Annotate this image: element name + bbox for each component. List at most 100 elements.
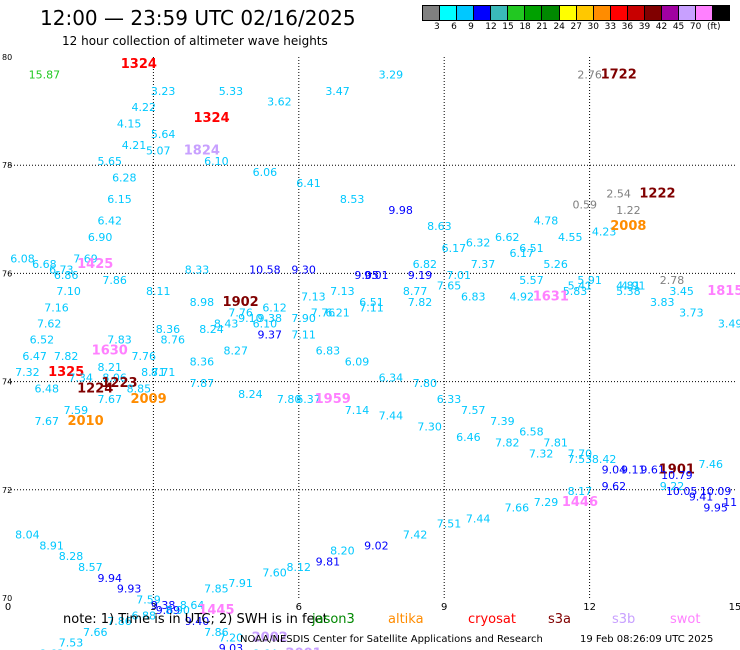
wave-height-label: 9.98 (388, 204, 413, 217)
wave-height-label: 6.58 (519, 426, 544, 439)
wave-height-label: 9.03 (219, 642, 244, 650)
wave-height-label: 7.66 (83, 626, 108, 639)
wave-height-label: 8.12 (287, 561, 312, 574)
wave-height-label: 6.90 (88, 231, 113, 244)
wave-height-label: 8.76 (161, 334, 186, 347)
pass-time-label: 1901 (659, 463, 695, 478)
wave-height-label: 7.69 (73, 253, 98, 266)
chart-title: 12:00 — 23:59 UTC 02/16/2025 (40, 6, 356, 30)
wave-height-label: 8.06 (102, 372, 127, 385)
pass-time-label: 1325 (48, 365, 84, 380)
wave-height-label: 6.41 (296, 177, 321, 190)
wave-height-label: 7.76 (311, 307, 336, 320)
legend-label: 12 (485, 22, 497, 32)
wave-height-label: 4.81 (616, 280, 641, 293)
wave-height-label: 7.87 (190, 377, 215, 390)
note-text: note: 1) Time is in UTC; 2) SWH is in fe… (63, 612, 328, 627)
legend-label: 45 (672, 22, 685, 32)
wave-height-label: 7.53 (59, 637, 84, 650)
wave-height-label: 9.81 (316, 556, 341, 569)
pass-time-label: 1902 (223, 295, 259, 310)
pass-time-label: 2008 (610, 219, 646, 234)
wave-height-label: 5.65 (98, 155, 123, 168)
legend-label: 33 (604, 22, 617, 32)
wave-height-label: 9.38 (257, 312, 282, 325)
wave-height-label: 7.39 (490, 415, 515, 428)
wave-height-label: 9.10 (238, 312, 263, 325)
wave-height-label: 6.34 (379, 372, 404, 385)
wave-height-label: 9.41 (689, 491, 714, 504)
chart-subtitle: 12 hour collection of altimeter wave hei… (62, 34, 328, 48)
satellite-jason3: jason3 (312, 612, 355, 627)
wave-height-label: 7.60 (262, 566, 287, 579)
wave-height-label: 7.13 (330, 285, 355, 298)
wave-height-label: 6.10 (253, 318, 278, 331)
wave-height-label: 8.90 (165, 604, 190, 617)
y-tick-label: 72 (2, 486, 12, 495)
wave-height-label: 8.17 (568, 485, 593, 498)
wave-height-label: 7.82 (408, 296, 433, 309)
wave-height-label: 7.37 (471, 258, 496, 271)
wave-height-label: 9.69 (156, 604, 181, 617)
wave-height-label: 6.33 (437, 393, 462, 406)
wave-height-label: 6.42 (98, 215, 123, 228)
legend-label: 15 (502, 22, 514, 32)
wave-height-label: 2.76 (577, 69, 602, 82)
wave-height-label: 6.68 (32, 258, 57, 271)
wave-height-label: 9.04 (602, 464, 627, 477)
wave-height-label: 6.73 (49, 263, 74, 276)
wave-height-label: 5.26 (543, 258, 568, 271)
x-tick-label: 3 (150, 602, 156, 613)
wave-height-label: 5.57 (519, 274, 544, 287)
wave-height-label: 7.66 (505, 501, 530, 514)
wave-height-label: 9.19 (408, 269, 433, 282)
wave-height-label: 6.08 (10, 253, 35, 266)
wave-height-label: 9.05 (354, 269, 379, 282)
wave-height-label: 7.42 (403, 528, 428, 541)
wave-height-label: 7.13 (301, 290, 326, 303)
wave-height-label: 7.44 (379, 409, 404, 422)
wave-height-label: 6.17 (442, 242, 467, 255)
wave-height-label: 3.23 (151, 85, 176, 98)
wave-height-label: 9.40 (185, 615, 210, 628)
wave-height-label: 8.53 (340, 193, 365, 206)
wave-height-label: 8.24 (199, 323, 224, 336)
wave-height-label: 5.83 (563, 285, 588, 298)
wave-height-label: 7.44 (466, 512, 491, 525)
wave-height-label: 7.10 (56, 285, 81, 298)
wave-height-label: 8.36 (156, 323, 181, 336)
wave-height-label: 8.71 (151, 366, 176, 379)
legend-label: 27 (570, 22, 582, 32)
wave-height-label: 7.65 (437, 280, 462, 293)
color-legend-labels: 3 6 9 12 15 18 21 24 27 30 33 36 39 42 45 70 (ft) (423, 22, 733, 34)
wave-height-label: 5.38 (616, 285, 641, 298)
wave-height-label: 8.20 (330, 545, 355, 558)
wave-height-label: 7.14 (345, 404, 370, 417)
wave-height-label: 8.24 (238, 388, 263, 401)
wave-height-label: 6.17 (509, 247, 534, 260)
legend-label: 6 (451, 22, 457, 32)
wave-height-label: 10.79 (661, 469, 693, 482)
satellite-cryosat: cryosat (468, 612, 516, 627)
wave-height-label: 7.57 (461, 404, 486, 417)
wave-height-label: 6.10 (204, 155, 229, 168)
pass-time-label: 1445 (198, 603, 234, 618)
wave-height-label: 8.63 (427, 220, 452, 233)
pass-time-label: 1425 (77, 257, 113, 272)
wave-height-label: 7.80 (413, 377, 438, 390)
wave-height-label: 7.85 (204, 583, 229, 596)
wave-height-label: 6.47 (22, 350, 47, 363)
wave-height-label: 8.64 (180, 599, 205, 612)
wave-height-label: 7.59 (136, 593, 161, 606)
wave-height-label: 4.21 (122, 139, 147, 152)
wave-height-label: 10.05 (666, 485, 698, 498)
wave-height-label: 7.11 (291, 328, 316, 341)
legend-label: 3 (434, 22, 440, 32)
wave-height-label: 5.33 (219, 85, 244, 98)
wave-height-label: 4.22 (131, 101, 156, 114)
wave-height-label: 6.83 (316, 345, 341, 358)
wave-height-label: 6.09 (345, 355, 370, 368)
wave-height-label: 8.11 (146, 285, 171, 298)
